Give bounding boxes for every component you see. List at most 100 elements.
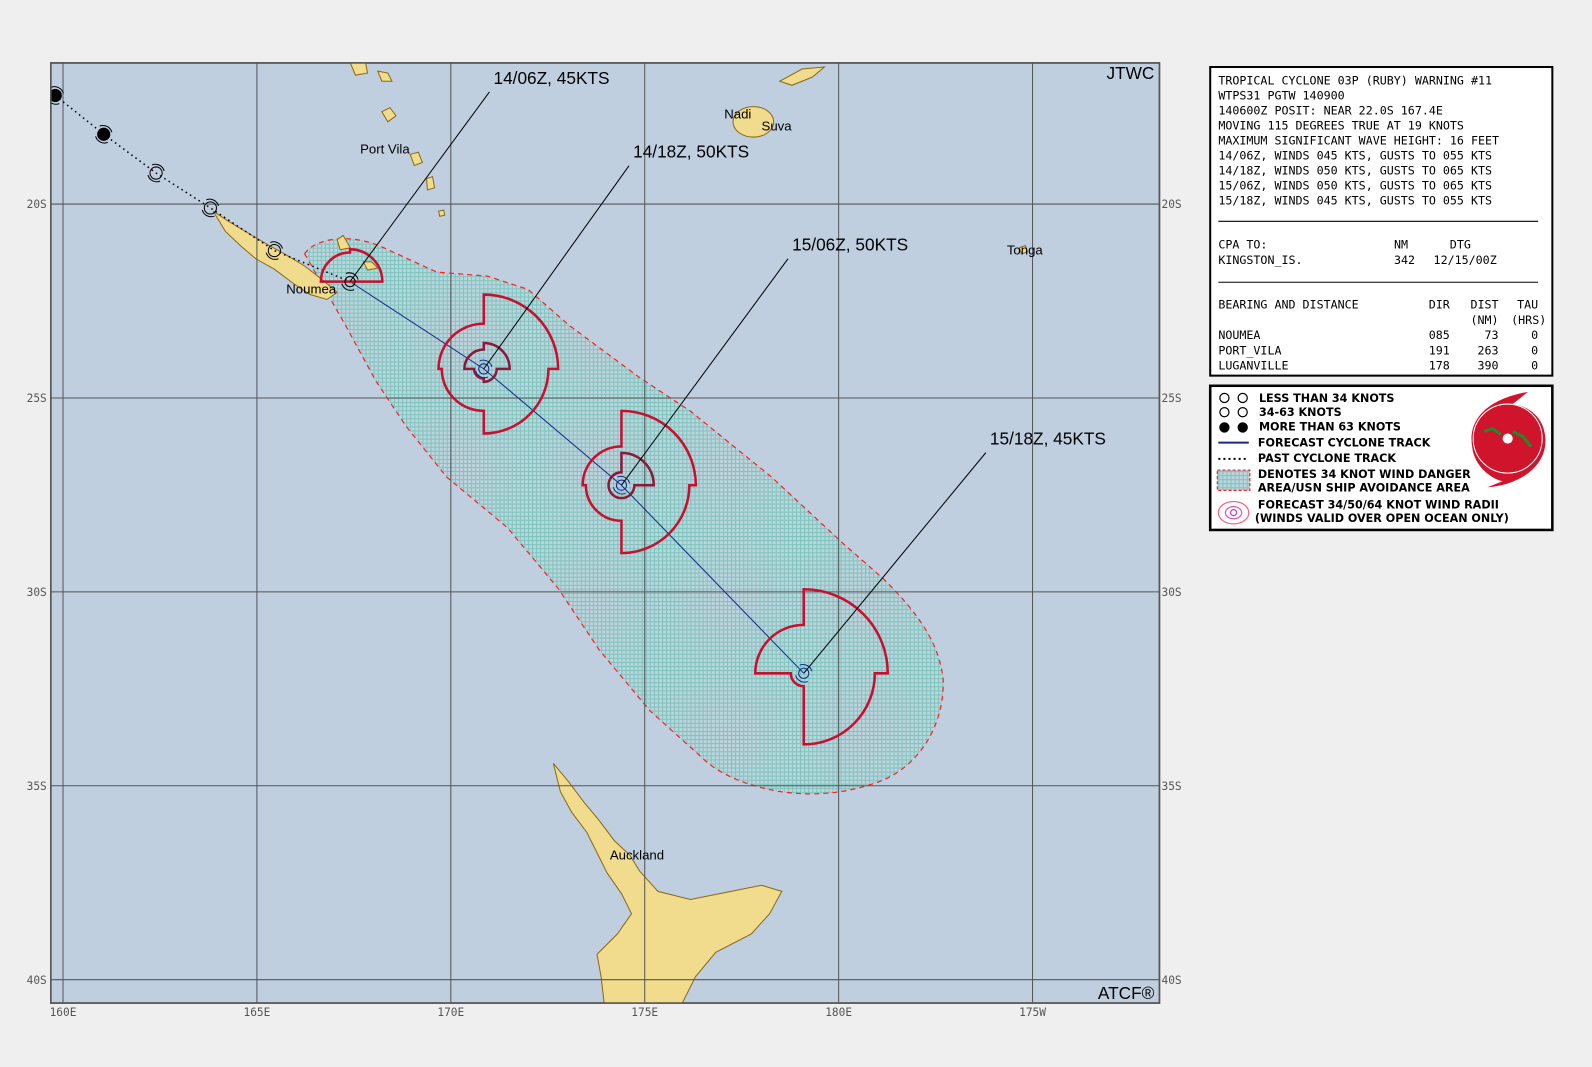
- forecast-position-icon: [798, 667, 810, 679]
- forecast-track: 14/06Z, 45KTS 14/18Z, 50KTS 15/06Z, 50KTS 1…: [319, 68, 1106, 746]
- legend-danger-2: AREA/USN SHIP AVOIDANCE AREA: [1258, 481, 1470, 494]
- cpa-dtg: 12/15/00Z: [1434, 253, 1497, 267]
- ts-symbol-icon: [1219, 407, 1230, 418]
- storm-arc-icon: [265, 241, 283, 260]
- anatom: [438, 209, 446, 217]
- place-label: Noumea: [286, 281, 337, 296]
- dist-header: DIST: [1470, 298, 1498, 312]
- map-layer: 14/06Z, 45KTS 14/18Z, 50KTS 15/06Z, 50KTS 1…: [50, 62, 1160, 1004]
- wind-radii-34kt: [581, 409, 698, 555]
- wind-radii-icon: [1224, 505, 1243, 520]
- map-frame: [50, 62, 1161, 1004]
- place-label: Port Vila: [360, 142, 410, 157]
- storm-arc-icon: [612, 476, 631, 495]
- tau-unit: (HRS): [1511, 313, 1546, 327]
- past-track: [50, 86, 351, 283]
- danger-area: [303, 238, 944, 795]
- tanna: [425, 175, 436, 191]
- land-masses: [212, 62, 1029, 1004]
- tau-header: TAU: [1517, 298, 1538, 312]
- info-line: MAXIMUM SIGNIFICANT WAVE HEIGHT: 16 FEET: [1218, 133, 1499, 147]
- bearing-dir: 178: [1429, 359, 1450, 373]
- past-track-line: [54, 94, 351, 283]
- ty-symbol-icon: [1237, 422, 1248, 433]
- lat-tick-label-left: 25S: [27, 392, 47, 405]
- storm-arc-icon: [201, 198, 219, 218]
- lat-tick-label-left: 35S: [27, 780, 47, 793]
- cpa-dtg-header: DTG: [1450, 238, 1471, 252]
- forecast-position-icon: [478, 363, 490, 375]
- dir-header: DIR: [1429, 298, 1451, 312]
- info-line: 14/06Z, WINDS 045 KTS, GUSTS TO 055 KTS: [1218, 148, 1492, 162]
- place-label: Nadi: [724, 107, 751, 122]
- label-leader-line: [803, 452, 987, 674]
- forecast-label: 15/18Z, 45KTS: [990, 429, 1106, 449]
- legend-radii-1: FORECAST 34/50/64 KNOT WIND RADII: [1258, 499, 1499, 512]
- wind-radii-34kt: [437, 293, 560, 435]
- info-line: 15/06Z, WINDS 050 KTS, GUSTS TO 065 KTS: [1218, 178, 1492, 192]
- storm-arc-icon: [475, 359, 493, 379]
- cpa-nm-header: NM: [1394, 238, 1408, 252]
- legend-forecast-track: FORECAST CYCLONE TRACK: [1258, 437, 1431, 450]
- axis-labels: 160E 165E 170E 175E 180E 175W 20S 20S 25S 25S 30S 3…: [27, 198, 1182, 1019]
- forecast-label: 15/06Z, 50KTS: [792, 235, 908, 255]
- lt34-symbol-icon: [1237, 392, 1248, 404]
- wind-radii-34kt: [753, 588, 890, 746]
- forecast-position-icon: [615, 479, 628, 491]
- cpa-nm: 342: [1394, 253, 1415, 267]
- wind-radii-icon: [1217, 500, 1250, 525]
- info-line: MOVING 115 DEGREES TRUE AT 19 KNOTS: [1218, 118, 1464, 132]
- forecast-track-line: [349, 281, 805, 674]
- cpa-title: CPA TO:: [1218, 238, 1267, 252]
- efate: [381, 106, 397, 123]
- atcf-label: ATCF®: [1098, 983, 1155, 1003]
- forecast-label: 14/06Z, 45KTS: [493, 68, 609, 88]
- bearing-tau: 0: [1531, 359, 1538, 373]
- lon-tick-label: 170E: [437, 1006, 464, 1019]
- tropical-storm-symbol-icon: [203, 201, 217, 215]
- info-line: 14/18Z, WINDS 050 KTS, GUSTS TO 065 KTS: [1218, 163, 1492, 177]
- legend-radii-2: (WINDS VALID OVER OPEN OCEAN ONLY): [1255, 512, 1509, 525]
- bearing-dist: 73: [1484, 328, 1498, 342]
- wind-radii-50kt: [607, 451, 656, 500]
- bearing-dir: 085: [1429, 328, 1450, 342]
- info-line: WTPS31 PGTW 140900: [1218, 88, 1344, 102]
- jtwc-logo: [1471, 391, 1546, 488]
- lat-tick-label-left: 20S: [27, 198, 47, 211]
- dist-unit: (NM): [1470, 313, 1498, 327]
- legend-past-track: PAST CYCLONE TRACK: [1258, 452, 1396, 465]
- place-label: Tonga: [1007, 242, 1044, 257]
- lon-tick-label: 175W: [1019, 1006, 1046, 1019]
- forecast-label: 14/18Z, 50KTS: [633, 142, 749, 162]
- lat-tick-label-right: 35S: [1161, 780, 1181, 793]
- bearing-place: NOUMEA: [1218, 328, 1260, 342]
- place-label: Auckland: [610, 847, 664, 862]
- legend-gt63: MORE THAN 63 KNOTS: [1259, 420, 1401, 433]
- storm-arc-icon: [147, 163, 165, 183]
- storm-arc-icon: [795, 664, 813, 683]
- vanua-levu: [778, 66, 827, 86]
- info-line: TROPICAL CYCLONE 03P (RUBY) WARNING #11: [1218, 73, 1492, 87]
- info-line: 140600Z POSIT: NEAR 22.0S 167.4E: [1218, 103, 1443, 117]
- loyalty-islands: [336, 234, 379, 271]
- bearing-dir: 191: [1429, 343, 1450, 357]
- bearing-tau: 0: [1531, 328, 1538, 342]
- lat-tick-label-right: 20S: [1161, 198, 1181, 211]
- typhoon-symbol-icon: [97, 127, 111, 141]
- lat-tick-label-right: 30S: [1161, 586, 1181, 599]
- vanuatu-north: [349, 62, 369, 76]
- bearing-place: LUGANVILLE: [1218, 359, 1288, 373]
- lat-tick-label-right: 40S: [1161, 974, 1181, 987]
- typhoon-symbol-icon: [50, 88, 62, 103]
- lat-tick-label-left: 40S: [27, 974, 47, 987]
- storm-arc-icon: [95, 125, 113, 144]
- wind-radii-icon: [1229, 509, 1238, 517]
- wind-radii-34kt: [319, 248, 384, 283]
- storm-arc-icon: [341, 272, 359, 291]
- lon-tick-label: 160E: [50, 1006, 77, 1019]
- viti-levu: [732, 106, 775, 138]
- tropical-storm-symbol-icon: [267, 243, 281, 258]
- bearing-tau: 0: [1531, 343, 1538, 357]
- new-zealand-north-island: [552, 763, 783, 1004]
